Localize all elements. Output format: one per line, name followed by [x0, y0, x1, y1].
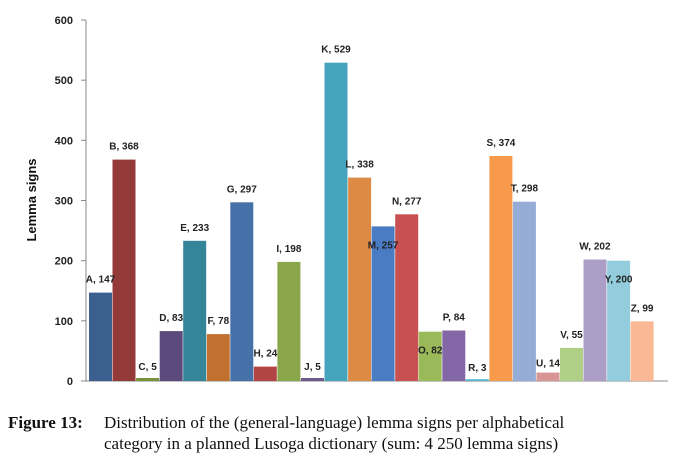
- bar-chart: 0 100 200 300 400 500 600 A, 147 B, 368 C, 5 D, 8…: [24, 15, 668, 388]
- bar-l: [348, 177, 372, 381]
- data-label-c: C, 5: [138, 362, 157, 373]
- data-label-g: G, 297: [227, 184, 257, 195]
- data-label-l: L, 338: [345, 160, 374, 171]
- bar-z: [630, 321, 654, 381]
- data-label-r: R, 3: [468, 363, 487, 374]
- data-label-o: O, 82: [418, 346, 443, 357]
- data-label-s: S, 374: [486, 138, 515, 149]
- data-label-u: U, 14: [536, 359, 560, 370]
- y-axis: 0 100 200 300 400 500 600: [55, 15, 668, 388]
- data-label-n: N, 277: [392, 196, 422, 207]
- bar-f: [206, 334, 230, 381]
- bar-a: [89, 292, 112, 381]
- data-label-t: T, 298: [511, 184, 539, 195]
- data-labels: A, 147 B, 368 C, 5 D, 83 E, 233 F, 78 G, 297 H,…: [86, 45, 654, 375]
- y-tick-label: 100: [55, 316, 73, 328]
- bar-s: [489, 156, 513, 381]
- data-label-p: P, 84: [443, 313, 465, 324]
- caption-label: Figure 13:: [8, 413, 83, 432]
- data-label-z: Z, 99: [631, 303, 654, 314]
- caption-line-2: category in a planned Lusoga dictionary …: [104, 434, 559, 453]
- data-label-a: A, 147: [86, 275, 116, 286]
- data-label-f: F, 78: [207, 316, 229, 327]
- data-label-k: K, 529: [321, 45, 351, 56]
- bar-y: [607, 260, 631, 381]
- data-label-w: W, 202: [579, 242, 611, 253]
- bar-r: [465, 379, 489, 381]
- data-label-i: I, 198: [276, 244, 301, 255]
- y-tick-label: 0: [67, 376, 73, 388]
- data-label-v: V, 55: [560, 330, 583, 341]
- bars: [89, 62, 654, 381]
- y-tick-label: 500: [55, 75, 73, 87]
- bar-m: [371, 226, 395, 381]
- data-label-d: D, 83: [159, 313, 183, 324]
- figure-caption: Figure 13: Distribution of the (general-…: [8, 412, 692, 454]
- bar-j: [301, 378, 324, 381]
- bar-d: [159, 331, 183, 381]
- bar-c: [136, 378, 160, 381]
- data-label-e: E, 233: [180, 223, 209, 234]
- bar-g: [230, 202, 254, 381]
- bar-w: [583, 259, 607, 381]
- caption-line-1: Distribution of the (general-language) l…: [104, 413, 565, 432]
- bar-h: [253, 366, 277, 381]
- bar-b: [112, 159, 136, 381]
- bar-k: [324, 62, 348, 381]
- y-tick-label: 400: [55, 135, 73, 147]
- bar-p: [442, 330, 466, 381]
- bar-v: [560, 347, 583, 381]
- data-label-h: H, 24: [253, 349, 277, 360]
- y-tick-label: 300: [55, 196, 73, 208]
- data-label-m: M, 257: [368, 240, 399, 251]
- bar-u: [536, 372, 560, 381]
- bar-n: [395, 214, 419, 381]
- data-label-j: J, 5: [304, 362, 321, 373]
- bar-o: [418, 331, 442, 381]
- data-label-y: Y, 200: [605, 275, 633, 286]
- y-tick-label: 600: [55, 15, 73, 27]
- bar-t: [512, 201, 536, 381]
- bar-e: [183, 240, 207, 381]
- y-axis-title: Lemma signs: [24, 158, 39, 241]
- bar-i: [277, 261, 301, 381]
- data-label-b: B, 368: [109, 142, 139, 153]
- y-tick-label: 200: [55, 256, 73, 268]
